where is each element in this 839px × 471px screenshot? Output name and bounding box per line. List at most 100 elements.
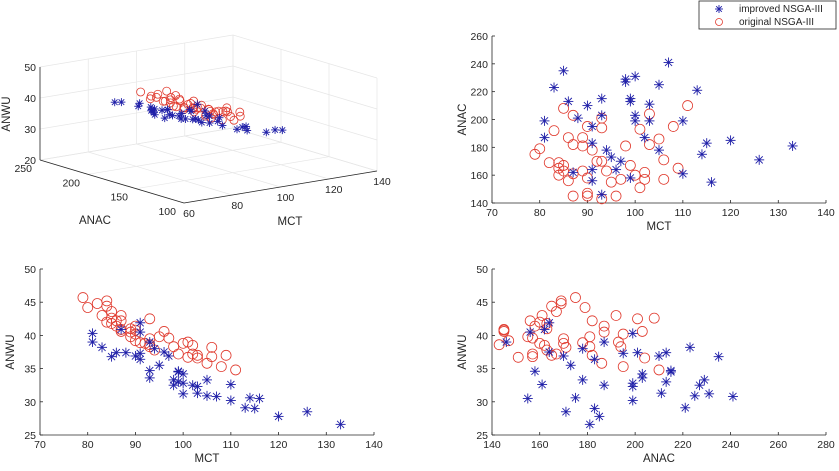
data-point-original bbox=[617, 361, 629, 373]
grid-line bbox=[39, 127, 234, 161]
y-tick-label: 150 bbox=[110, 192, 128, 204]
x-tick-label: 140 bbox=[373, 176, 391, 188]
data-point-original bbox=[558, 333, 569, 345]
data-point-improved bbox=[262, 128, 271, 137]
plot-anac-vs-anwu: 140 160 180 200 220 240 260 280 25 30 35 40 45 50 ANAC… bbox=[457, 264, 835, 465]
data-point-original bbox=[168, 341, 180, 353]
data-point-improved bbox=[568, 167, 579, 178]
data-point-improved bbox=[160, 114, 169, 123]
data-point-original bbox=[96, 310, 108, 321]
x-tick-label: 180 bbox=[579, 439, 597, 451]
data-point-improved bbox=[187, 107, 196, 116]
plot-mct-vs-anwu: 70 80 90 100 110 120 130 140 25 30 35 40 45 50 MCT ANWU bbox=[5, 264, 383, 465]
data-point-improved bbox=[654, 79, 664, 90]
data-point-original bbox=[567, 139, 579, 150]
data-point-original bbox=[577, 165, 589, 177]
data-point-improved bbox=[233, 125, 242, 134]
y-axis-label: ANAC bbox=[79, 215, 111, 227]
x-tick-label: 220 bbox=[674, 439, 692, 451]
y-axis-line bbox=[39, 159, 185, 204]
data-point-original bbox=[222, 103, 232, 113]
legend-label-original: original NSGA-III bbox=[739, 17, 814, 28]
data-point-original bbox=[639, 166, 651, 178]
z-axis-label: ANWU bbox=[1, 96, 13, 131]
data-point-improved bbox=[225, 395, 236, 406]
data-point-improved bbox=[620, 76, 631, 87]
data-point-original bbox=[644, 139, 655, 150]
y-tick-label: 45 bbox=[24, 297, 36, 309]
x-tick-label: 280 bbox=[817, 439, 835, 451]
data-point-improved bbox=[117, 98, 126, 107]
x-tick-label: 70 bbox=[34, 439, 46, 451]
data-point-original bbox=[91, 298, 103, 309]
y-tick-label: 140 bbox=[470, 198, 488, 210]
x-tick-label: 200 bbox=[626, 439, 644, 451]
data-point-original bbox=[653, 364, 665, 376]
data-point-original bbox=[634, 123, 646, 135]
data-point-original bbox=[235, 107, 245, 117]
data-point-improved bbox=[582, 100, 593, 111]
y-tick-label: 50 bbox=[24, 264, 36, 276]
data-point-improved bbox=[644, 99, 655, 110]
x-axis-label: MCT bbox=[195, 453, 220, 465]
data-point-improved bbox=[584, 419, 595, 430]
data-point-improved bbox=[192, 388, 203, 399]
y-tick-label: 200 bbox=[470, 115, 488, 127]
data-point-original bbox=[206, 351, 218, 363]
data-point-original bbox=[534, 337, 546, 349]
data-point-improved bbox=[713, 351, 724, 362]
data-point-original bbox=[529, 320, 541, 332]
data-point-improved bbox=[589, 354, 600, 365]
data-point-improved bbox=[637, 368, 648, 379]
data-point-original bbox=[230, 364, 242, 376]
data-point-original bbox=[555, 295, 567, 307]
data-point-improved bbox=[211, 391, 222, 402]
data-point-improved bbox=[187, 380, 198, 391]
data-point-improved bbox=[596, 93, 607, 104]
data-point-original bbox=[106, 306, 117, 317]
data-point-original bbox=[534, 143, 546, 155]
data-point-improved bbox=[701, 138, 712, 149]
data-point-improved bbox=[87, 328, 98, 339]
data-point-original bbox=[579, 302, 591, 313]
y-axis-label: ANWU bbox=[5, 334, 17, 369]
data-point-improved bbox=[194, 116, 203, 125]
data-point-improved bbox=[150, 110, 159, 119]
data-point-improved bbox=[193, 100, 202, 109]
x-tick-label: 80 bbox=[231, 200, 243, 212]
y-tick-label: 220 bbox=[470, 87, 488, 99]
data-point-original bbox=[220, 349, 232, 361]
y-tick-label: 30 bbox=[476, 397, 488, 409]
data-point-improved bbox=[168, 111, 177, 120]
data-point-original bbox=[624, 160, 636, 171]
data-point-original bbox=[201, 357, 213, 369]
y-tick-label: 35 bbox=[476, 364, 488, 376]
data-point-improved bbox=[706, 177, 717, 188]
data-point-original bbox=[136, 87, 146, 97]
data-point-improved bbox=[271, 125, 280, 134]
data-point-improved bbox=[144, 372, 155, 383]
data-point-original bbox=[613, 336, 624, 348]
data-point-original bbox=[221, 106, 231, 116]
data-point-original bbox=[577, 132, 589, 143]
data-point-improved bbox=[135, 317, 146, 328]
y-tick-label: 180 bbox=[470, 142, 488, 154]
data-point-original bbox=[539, 339, 550, 351]
data-point-improved bbox=[654, 350, 664, 361]
x-tick-label: 160 bbox=[531, 439, 549, 451]
data-point-improved bbox=[787, 140, 798, 151]
data-point-improved bbox=[522, 393, 533, 404]
x-tick-label: 120 bbox=[270, 439, 288, 451]
grid-line bbox=[39, 65, 234, 99]
data-point-improved bbox=[630, 115, 641, 126]
grid-line bbox=[135, 156, 330, 190]
data-point-original bbox=[527, 332, 538, 344]
data-point-original bbox=[658, 173, 670, 185]
data-point-improved bbox=[661, 347, 672, 358]
y-tick-label: 50 bbox=[476, 264, 488, 276]
data-point-improved bbox=[111, 347, 122, 358]
data-point-original bbox=[610, 310, 622, 321]
data-point-original bbox=[223, 107, 233, 117]
data-point-improved bbox=[213, 117, 222, 126]
data-point-improved bbox=[178, 378, 189, 389]
